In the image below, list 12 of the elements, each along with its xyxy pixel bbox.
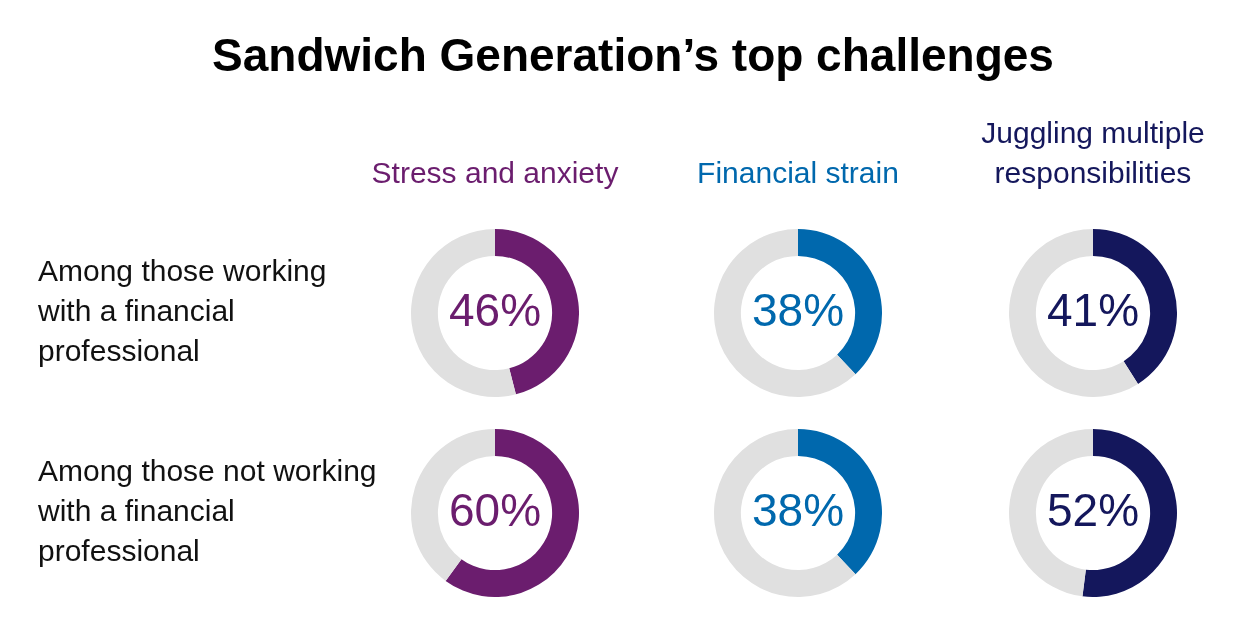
chart-title: Financial strain [696,155,900,191]
chart-title: Juggling multiple responsibilities [980,115,1206,191]
data-label: 52% [1046,483,1140,536]
chart-title: Stress and anxiety [370,155,620,191]
text: Among those working with a financial professional [38,253,328,369]
data-label: 38% [751,283,845,336]
data-label: 60% [448,483,542,536]
data-label: 38% [751,483,845,536]
text: Sandwich Generation’s top challenges [211,28,1055,82]
data-label: 46% [448,283,542,336]
text: Among those not working with a financial professional [38,453,378,569]
data-label: 41% [1046,283,1140,336]
